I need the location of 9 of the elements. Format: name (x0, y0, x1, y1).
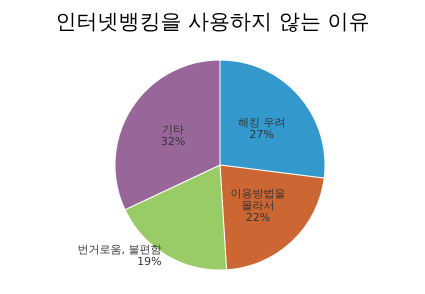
data-label: 27% (249, 128, 274, 141)
data-label: 32% (160, 134, 186, 148)
slice-label: 번거로움, 불편함 (78, 242, 162, 256)
chart-title: 인터넷뱅킹을 사용하지 않는 이유 (55, 10, 370, 34)
data-label: 22% (246, 210, 270, 224)
data-label: 19% (137, 254, 162, 268)
slice-label: 이용방법을 몰라서 (230, 186, 286, 212)
slice-label: 해킹 우려 (238, 116, 286, 129)
slice-label: 기타 (162, 122, 184, 136)
